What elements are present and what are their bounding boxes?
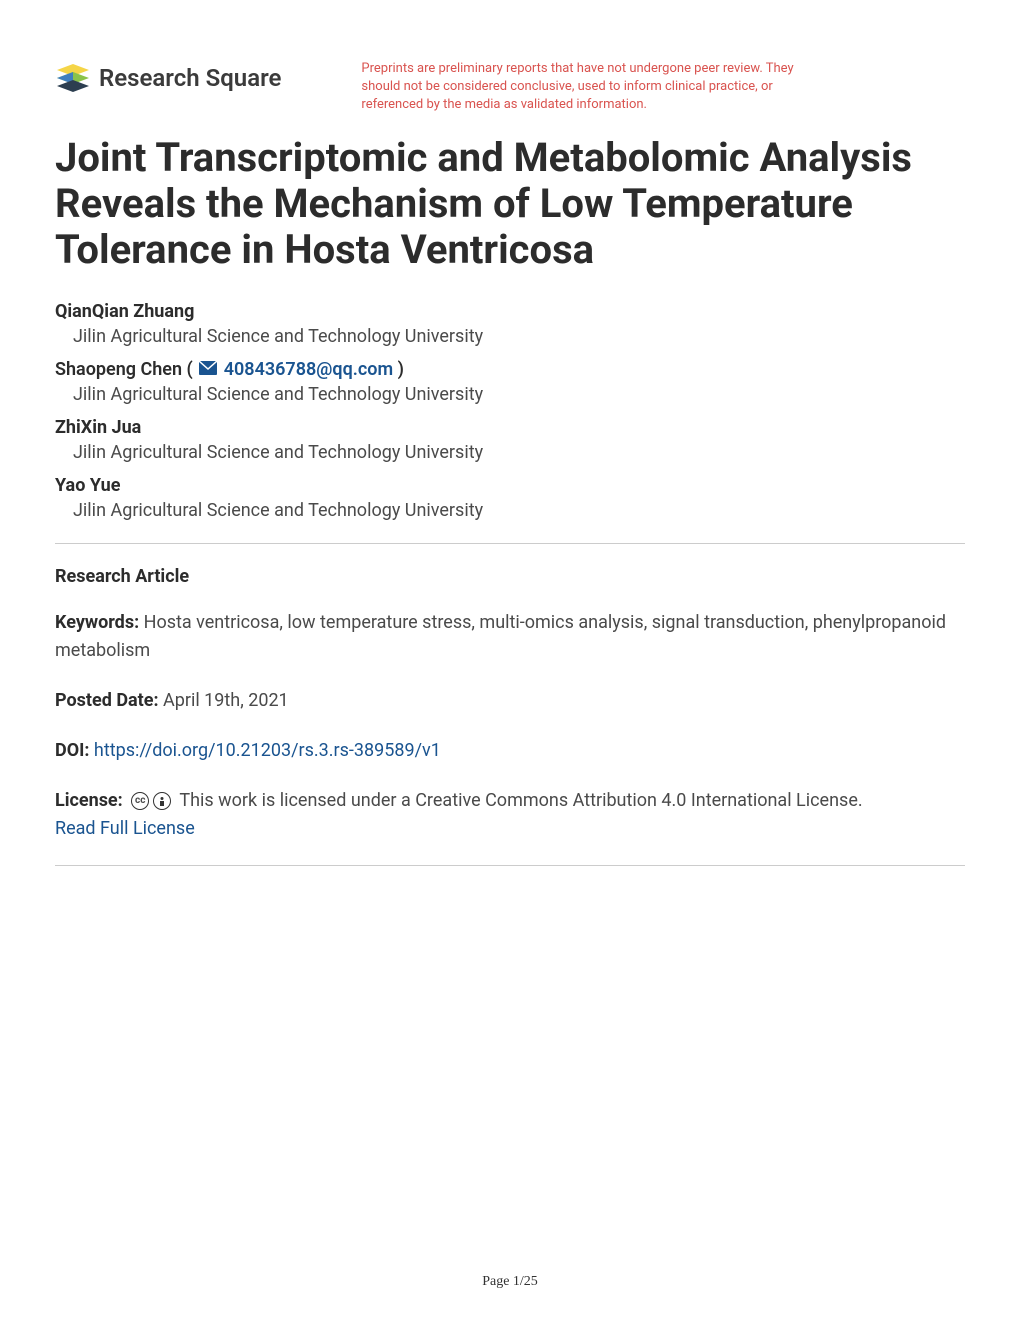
license-link[interactable]: Read Full License	[55, 818, 195, 839]
doi-line: DOI: https://doi.org/10.21203/rs.3.rs-38…	[55, 737, 965, 765]
author-block: Yao Yue Jilin Agricultural Science and T…	[55, 475, 965, 521]
author-name: Shaopeng Chen	[55, 359, 182, 380]
brand-name: Research Square	[99, 64, 281, 92]
author-affiliation: Jilin Agricultural Science and Technolog…	[73, 326, 965, 347]
author-affiliation: Jilin Agricultural Science and Technolog…	[73, 500, 965, 521]
section-divider	[55, 543, 965, 544]
page-number: Page 1/25	[482, 1274, 538, 1290]
article-title: Joint Transcriptomic and Metabolomic Ana…	[55, 135, 965, 273]
keywords-value: Hosta ventricosa, low temperature stress…	[55, 612, 946, 661]
posted-date-line: Posted Date: April 19th, 2021	[55, 687, 965, 715]
header-row: Research Square Preprints are preliminar…	[55, 60, 965, 115]
by-icon	[153, 792, 171, 810]
license-label: License:	[55, 790, 123, 811]
author-affiliation: Jilin Agricultural Science and Technolog…	[73, 384, 965, 405]
posted-date-value: April 19th, 2021	[163, 690, 289, 711]
author-block: ZhiXin Jua Jilin Agricultural Science an…	[55, 417, 965, 463]
author-block: QianQian Zhuang Jilin Agricultural Scien…	[55, 301, 965, 347]
article-type: Research Article	[55, 566, 965, 587]
posted-date-label: Posted Date:	[55, 690, 159, 711]
author-block: Shaopeng Chen ( 408436788@qq.com ) Jilin…	[55, 359, 965, 406]
license-text: This work is licensed under a Creative C…	[179, 790, 862, 811]
email-open-paren: (	[187, 359, 198, 380]
disclaimer-text: Preprints are preliminary reports that h…	[361, 60, 821, 115]
brand-logo: Research Square	[55, 60, 281, 96]
author-email-link[interactable]: 408436788@qq.com	[224, 359, 393, 380]
keywords-label: Keywords:	[55, 612, 139, 633]
license-icons: cc	[131, 792, 171, 810]
email-close-paren: )	[398, 359, 404, 380]
research-square-logo-icon	[55, 60, 91, 96]
mail-icon	[199, 359, 217, 380]
author-affiliation: Jilin Agricultural Science and Technolog…	[73, 442, 965, 463]
author-name: QianQian Zhuang	[55, 301, 965, 322]
keywords-line: Keywords: Hosta ventricosa, low temperat…	[55, 609, 965, 665]
section-divider	[55, 865, 965, 866]
author-name: Yao Yue	[55, 475, 965, 496]
cc-icon: cc	[131, 792, 149, 810]
doi-link[interactable]: https://doi.org/10.21203/rs.3.rs-389589/…	[94, 740, 441, 761]
author-name: ZhiXin Jua	[55, 417, 965, 438]
doi-label: DOI:	[55, 740, 89, 761]
license-line: License: cc This work is licensed under …	[55, 787, 965, 843]
